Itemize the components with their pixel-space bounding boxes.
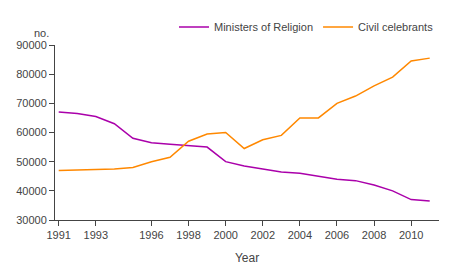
svg-text:2000: 2000: [213, 229, 237, 241]
svg-text:30000: 30000: [16, 214, 47, 226]
svg-text:90000: 90000: [16, 39, 47, 51]
svg-text:2002: 2002: [251, 229, 275, 241]
svg-text:1991: 1991: [46, 229, 70, 241]
svg-text:1996: 1996: [139, 229, 163, 241]
svg-text:Civil celebrants: Civil celebrants: [358, 21, 433, 33]
svg-text:2010: 2010: [399, 229, 423, 241]
svg-text:no.: no.: [34, 27, 49, 39]
svg-text:80000: 80000: [16, 68, 47, 80]
svg-text:1993: 1993: [84, 229, 108, 241]
svg-text:1998: 1998: [176, 229, 200, 241]
svg-text:Year: Year: [235, 251, 259, 265]
svg-text:2006: 2006: [325, 229, 349, 241]
svg-text:50000: 50000: [16, 156, 47, 168]
svg-text:60000: 60000: [16, 126, 47, 138]
svg-text:40000: 40000: [16, 185, 47, 197]
svg-text:2004: 2004: [288, 229, 312, 241]
svg-text:2008: 2008: [362, 229, 386, 241]
svg-text:Ministers of Religion: Ministers of Religion: [214, 21, 313, 33]
svg-text:70000: 70000: [16, 97, 47, 109]
